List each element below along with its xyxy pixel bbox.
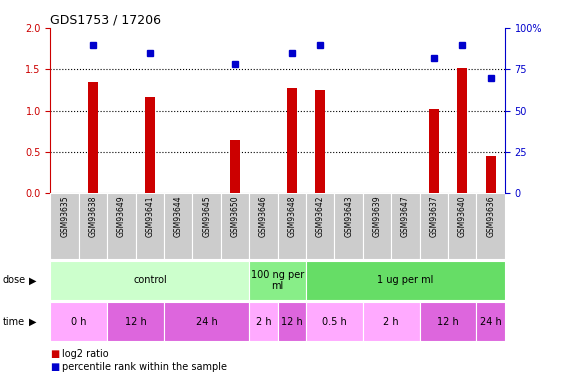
Text: GSM93645: GSM93645 [202,195,211,237]
Text: percentile rank within the sample: percentile rank within the sample [62,362,227,372]
Text: GSM93636: GSM93636 [486,195,495,237]
Bar [476,193,505,259]
Text: 12 h: 12 h [437,316,459,327]
Text: ■: ■ [50,350,59,359]
Text: ■: ■ [50,362,59,372]
Text: GSM93647: GSM93647 [401,195,410,237]
Bar [306,302,363,341]
Bar [363,193,392,259]
Text: GSM93640: GSM93640 [458,195,467,237]
Bar [136,193,164,259]
Bar [392,193,420,259]
Text: dose: dose [3,275,26,285]
Bar [79,193,107,259]
Bar [164,193,192,259]
Bar [315,90,325,193]
Text: GSM93638: GSM93638 [89,195,98,237]
Bar [306,193,334,259]
Bar [249,261,306,300]
Bar [50,193,79,259]
Text: 24 h: 24 h [196,316,218,327]
Text: GSM93639: GSM93639 [373,195,381,237]
Text: GSM93644: GSM93644 [174,195,183,237]
Bar [278,193,306,259]
Bar [287,88,297,193]
Text: GSM93641: GSM93641 [145,195,154,237]
Text: GSM93643: GSM93643 [344,195,353,237]
Bar [363,302,420,341]
Text: GSM93646: GSM93646 [259,195,268,237]
Text: 1 ug per ml: 1 ug per ml [378,275,434,285]
Bar [107,302,164,341]
Bar [221,193,249,259]
Text: time: time [3,316,25,327]
Text: 12 h: 12 h [281,316,303,327]
Bar [249,193,278,259]
Text: ▶: ▶ [29,316,36,327]
Text: control: control [133,275,167,285]
Text: 0.5 h: 0.5 h [322,316,347,327]
Text: GSM93650: GSM93650 [231,195,240,237]
Text: GSM93642: GSM93642 [316,195,325,237]
Bar [486,156,496,193]
Text: GSM93648: GSM93648 [287,195,296,237]
Text: 12 h: 12 h [125,316,146,327]
Bar [448,193,476,259]
Text: log2 ratio: log2 ratio [62,350,108,359]
Bar [457,68,467,193]
Bar [249,302,278,341]
Bar [420,193,448,259]
Bar [192,193,221,259]
Text: 0 h: 0 h [71,316,86,327]
Text: 100 ng per
ml: 100 ng per ml [251,270,304,291]
Text: GDS1753 / 17206: GDS1753 / 17206 [50,13,162,26]
Bar [230,140,240,193]
Text: ▶: ▶ [29,275,36,285]
Bar [107,193,136,259]
Bar [50,261,249,300]
Bar [334,193,363,259]
Bar [145,97,155,193]
Bar [420,302,476,341]
Text: GSM93649: GSM93649 [117,195,126,237]
Bar [429,109,439,193]
Text: GSM93637: GSM93637 [429,195,438,237]
Bar [88,82,98,193]
Bar [50,302,107,341]
Text: 2 h: 2 h [256,316,272,327]
Bar [164,302,249,341]
Bar [476,302,505,341]
Text: 24 h: 24 h [480,316,502,327]
Text: 2 h: 2 h [384,316,399,327]
Bar [278,302,306,341]
Bar [306,261,505,300]
Text: GSM93635: GSM93635 [60,195,69,237]
